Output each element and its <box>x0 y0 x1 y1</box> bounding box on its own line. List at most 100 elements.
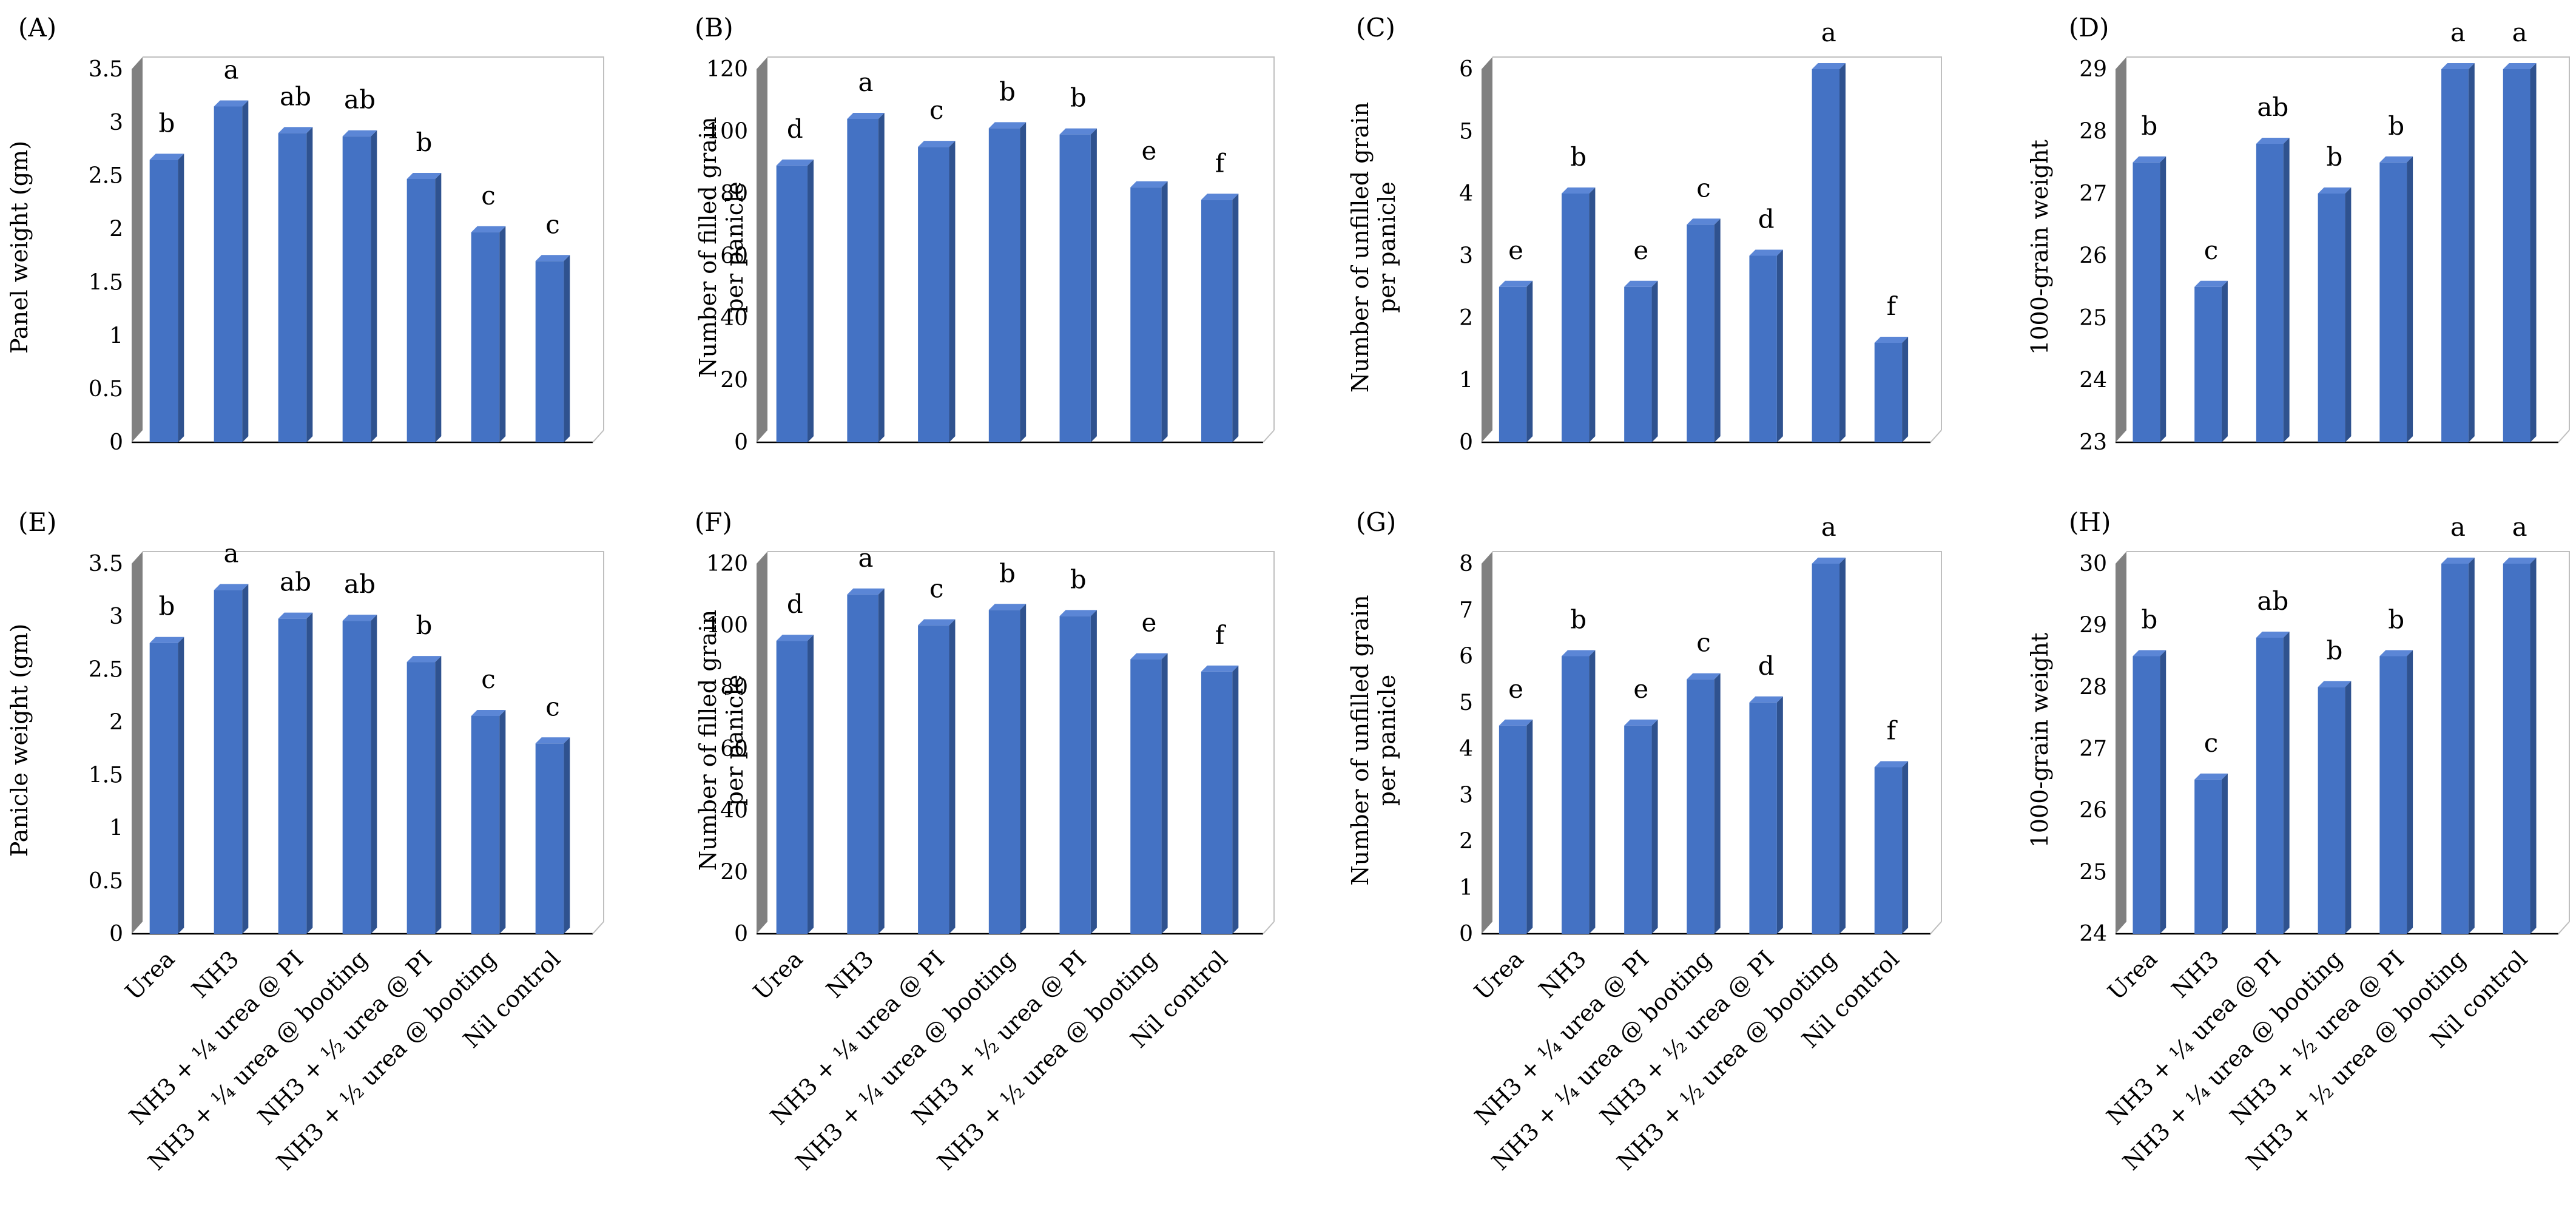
y-tick-label: 20 <box>720 860 748 885</box>
y-tick-label: 100 <box>706 613 748 638</box>
bar-2 <box>847 588 885 934</box>
bar-4 <box>1687 673 1721 934</box>
y-tick-label: 28 <box>2079 120 2107 144</box>
bar-5 <box>1749 696 1783 934</box>
significance-letter: f <box>1887 716 1898 746</box>
axis-wall <box>757 57 767 442</box>
y-tick-label: 120 <box>706 57 748 82</box>
bar-6 <box>2441 558 2475 934</box>
y-tick-label: 1 <box>109 323 123 348</box>
plot-frame <box>767 551 1275 922</box>
bar-2 <box>2194 773 2228 934</box>
chart-h: (H) 24 25 26 27 28 29 30 1000-grain weight b c ab b b… <box>2026 507 2570 1175</box>
bar-3 <box>918 619 956 934</box>
significance-letter: e <box>1141 608 1156 638</box>
significance-letter: c <box>545 209 560 239</box>
significance-letter: b <box>2388 605 2404 635</box>
bar-3 <box>2256 632 2290 934</box>
significance-letter: b <box>2388 111 2404 141</box>
bar-6 <box>471 709 506 934</box>
chart-a: (A) 0 0.5 1 1.5 2 2.5 3 3.5 Panel weight (gm) b a ab… <box>6 13 604 455</box>
significance-letter: b <box>1570 605 1586 635</box>
significance-letter: c <box>2204 728 2219 758</box>
y-tick-label: 40 <box>720 306 748 331</box>
axis-wall <box>1482 57 1492 442</box>
significance-letter: b <box>159 592 175 621</box>
y-tick-label: 0 <box>734 430 748 455</box>
y-tick-label: 27 <box>2079 737 2107 761</box>
floor-edge <box>592 430 604 443</box>
significance-letter: c <box>2204 235 2219 265</box>
bar-2 <box>847 113 885 442</box>
y-axis-label: Number of unfilled grainper panicle <box>1347 102 1400 393</box>
bar-2 <box>214 584 249 934</box>
significance-letter: b <box>2327 635 2343 665</box>
y-tick-label: 3 <box>109 110 123 135</box>
y-tick-label: 100 <box>706 120 748 144</box>
y-axis-label: Number of filled grainper panicle <box>695 116 748 377</box>
y-tick-label: 80 <box>720 675 748 700</box>
y-tick-label: 20 <box>720 368 748 393</box>
y-tick-label: 3.5 <box>89 552 123 576</box>
y-tick-label: 1 <box>1459 368 1473 393</box>
plot-frame <box>2126 56 2570 430</box>
significance-letter: b <box>2141 111 2157 141</box>
y-tick-label: 28 <box>2079 675 2107 700</box>
plot-frame <box>1492 551 1942 922</box>
y-tick-label: 4 <box>1459 181 1473 206</box>
category-label: NH3 <box>1534 945 1591 1003</box>
bar-4 <box>988 122 1027 442</box>
bar-6 <box>1812 63 1846 442</box>
plot-frame <box>143 551 604 922</box>
significance-letter: e <box>1633 674 1648 704</box>
panel-label: (G) <box>1356 507 1396 537</box>
axis-wall <box>2116 552 2126 934</box>
significance-letter: e <box>1508 674 1523 704</box>
significance-letter: b <box>416 127 433 157</box>
bar-5 <box>1749 249 1783 442</box>
bar-5 <box>2379 156 2413 442</box>
y-tick-label: 60 <box>720 737 748 761</box>
bar-1 <box>1499 719 1533 934</box>
significance-letter: ab <box>280 567 311 597</box>
y-tick-label: 26 <box>2079 244 2107 269</box>
significance-letter: c <box>1696 628 1711 658</box>
significance-letter: d <box>1758 651 1775 681</box>
bar-1 <box>1499 280 1533 442</box>
bar-2 <box>214 100 249 442</box>
significance-letter: a <box>1821 512 1836 542</box>
bar-6 <box>471 226 506 442</box>
y-tick-label: 25 <box>2079 860 2107 885</box>
y-tick-label: 60 <box>720 244 748 269</box>
significance-letter: c <box>545 692 560 721</box>
bar-4 <box>342 615 377 934</box>
significance-letter: a <box>2512 18 2527 47</box>
panel-label: (B) <box>695 13 733 42</box>
y-tick-label: 0 <box>109 430 123 455</box>
significance-letter: ab <box>344 569 376 599</box>
significance-letter: e <box>1508 235 1523 265</box>
plot-frame <box>2126 551 2570 922</box>
bar-1 <box>149 636 184 934</box>
category-label: NH3 <box>2166 945 2224 1003</box>
chart-e: (E) 0 0.5 1 1.5 2 2.5 3 3.5 Panicle weight (gm) b a… <box>6 507 604 1175</box>
y-tick-label: 120 <box>706 552 748 576</box>
bar-7 <box>2503 558 2537 934</box>
floor-edge <box>1930 921 1942 934</box>
panel-label: (C) <box>1356 13 1395 42</box>
bar-7 <box>2503 63 2537 442</box>
category-label: NH3 <box>186 945 244 1003</box>
significance-letter: c <box>481 664 496 694</box>
panel-label: (E) <box>18 507 56 537</box>
y-axis-label: 1000-grain weight <box>2026 633 2053 848</box>
y-axis-label: Panicle weight (gm) <box>6 624 33 857</box>
y-tick-label: 1 <box>1459 876 1473 900</box>
bar-2 <box>1562 650 1596 934</box>
bar-6 <box>1812 558 1846 934</box>
floor-edge <box>2558 921 2570 934</box>
plot-frame <box>767 56 1275 430</box>
bar-4 <box>988 604 1027 934</box>
axis-wall <box>132 57 143 442</box>
bar-3 <box>278 612 313 934</box>
